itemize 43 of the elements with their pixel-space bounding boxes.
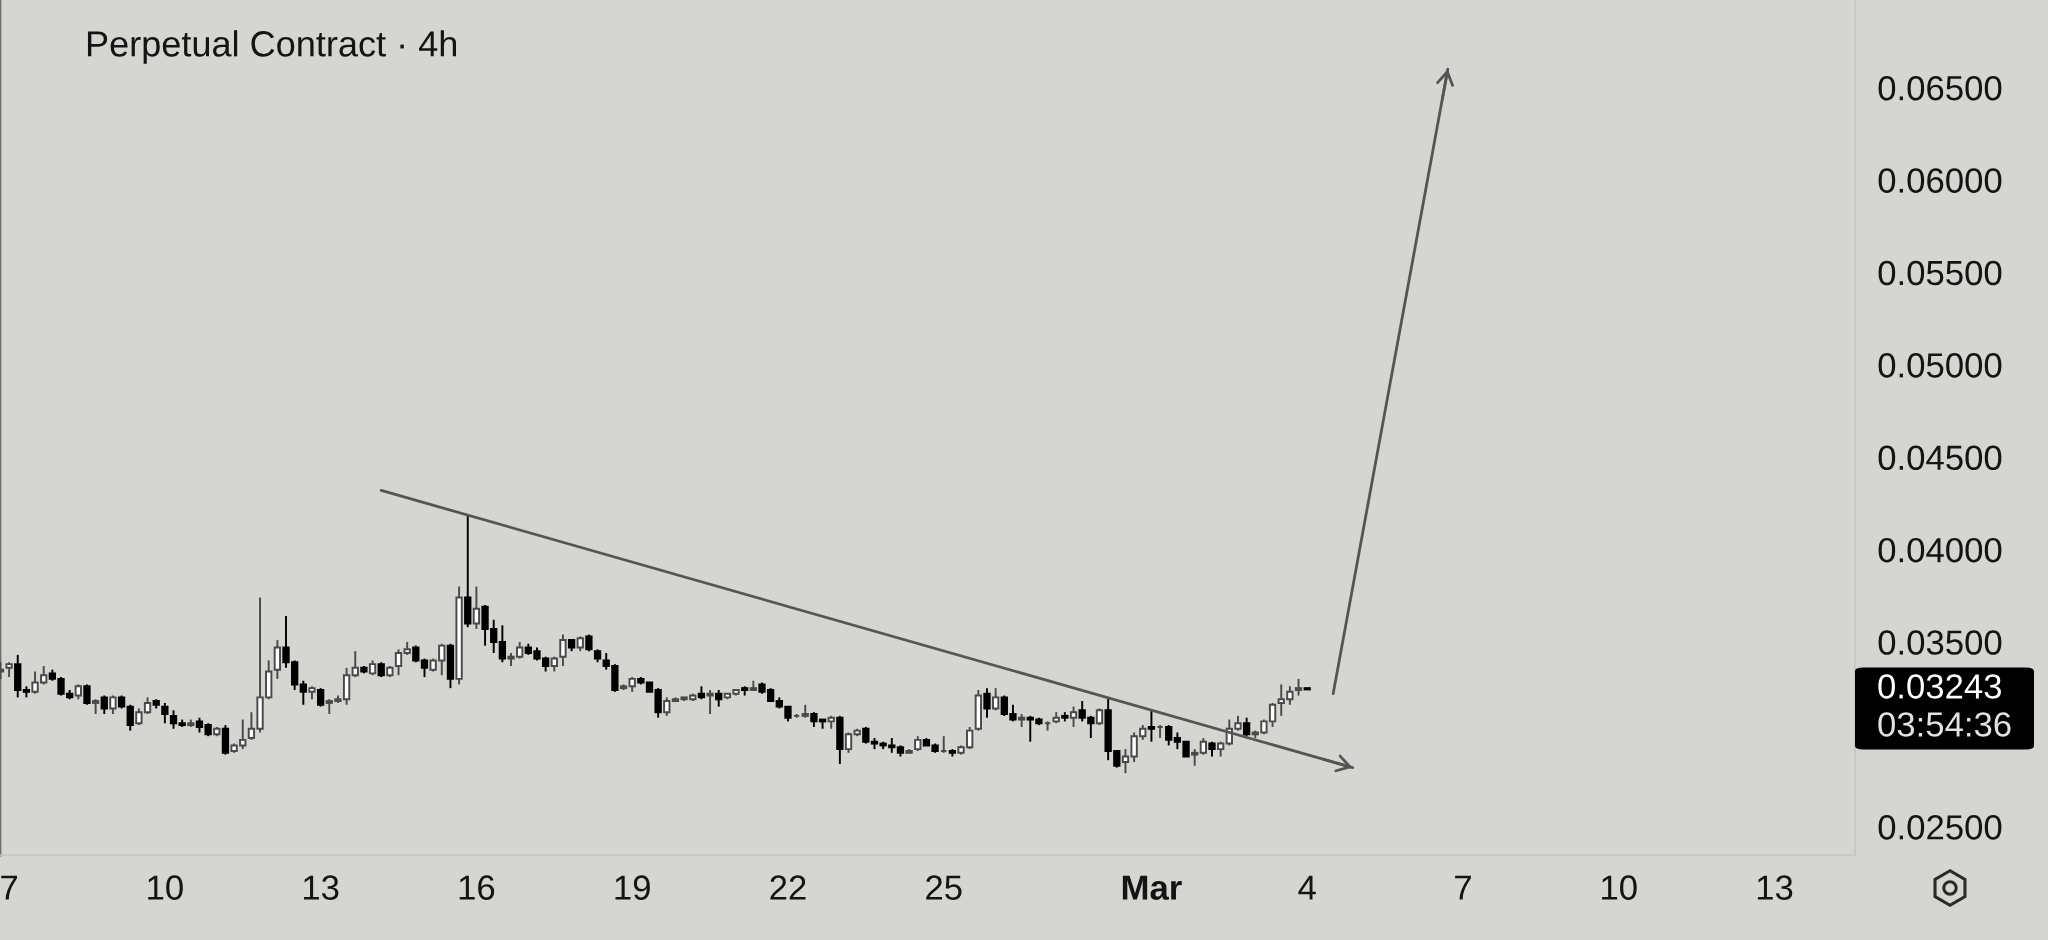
y-tick-label: 0.06000 (1878, 168, 2002, 193)
y-tick-label: 0.05000 (1878, 353, 2002, 378)
candlestick (1242, 716, 1251, 738)
candlestick (844, 731, 853, 754)
x-tick-label: 22 (770, 875, 806, 900)
candlestick (299, 679, 307, 706)
candlestick (316, 687, 325, 708)
x-tick-label: 19 (615, 875, 650, 900)
x-tick-label: Mar (1122, 875, 1182, 900)
candlestick (472, 585, 481, 630)
candlestick (394, 648, 403, 677)
candlestick (161, 701, 169, 725)
y-tick-label: 0.03500 (1878, 630, 2002, 655)
x-tick-label: 7 (1, 875, 17, 900)
y-tick-label: 0.06500 (1878, 75, 2002, 101)
text: 0.03243 03:54:36 (1878, 674, 2011, 737)
x-tick-label: 7 (1455, 875, 1471, 900)
x-tick-label: 13 (1757, 875, 1793, 900)
candlestick (126, 703, 134, 732)
y-tick-label: 0.02500 (1878, 815, 2002, 840)
x-tick-label: 10 (1602, 875, 1637, 900)
candlestick (663, 696, 671, 717)
x-tick-label: 4 (1298, 875, 1316, 900)
candlestick (559, 633, 567, 667)
x-tick-label: 13 (303, 875, 339, 900)
y-tick-label: 0.05500 (1878, 260, 2002, 286)
candlestick (169, 709, 178, 730)
y-tick-label: 0.04500 (1878, 445, 2002, 471)
text: Perpetual Contract · 4h (87, 30, 456, 64)
candlestick (706, 689, 714, 715)
candlestick (273, 639, 282, 680)
candlestick (992, 687, 1000, 712)
candlestick (1165, 724, 1173, 747)
candlestick (351, 650, 359, 679)
candlestick (983, 687, 991, 719)
candlestick (1147, 709, 1156, 743)
x-tick-label: 25 (926, 875, 962, 900)
candlestick (1069, 705, 1078, 728)
candlestick (498, 624, 507, 664)
x-tick-label: 16 (459, 875, 495, 900)
y-tick-label: 0.04000 (1878, 537, 2002, 563)
x-tick-label: 10 (148, 875, 183, 900)
candlestick (83, 683, 91, 706)
